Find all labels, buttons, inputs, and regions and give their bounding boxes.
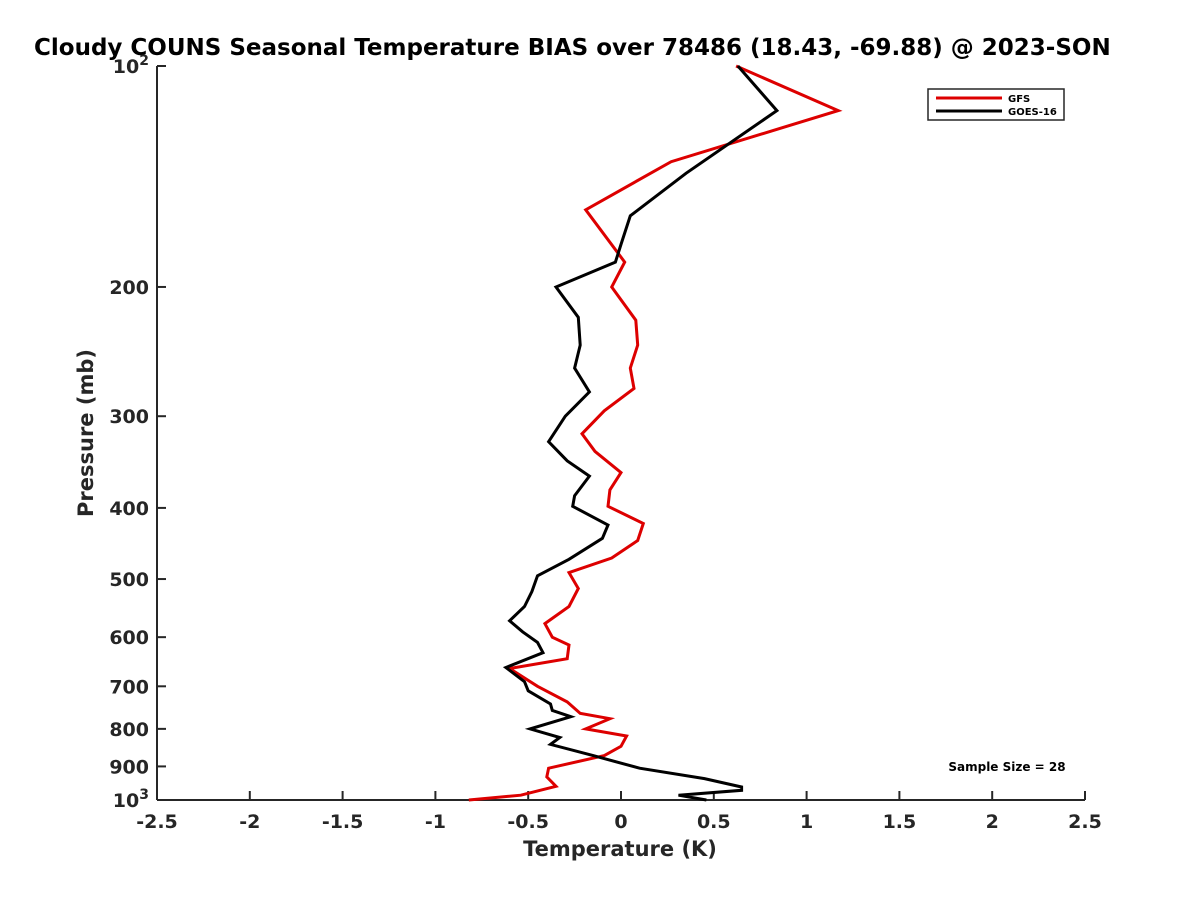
y-tick-label: 103	[113, 787, 149, 812]
series-line-gfs	[468, 64, 843, 802]
y-tick-label: 800	[109, 719, 149, 741]
y-tick-label: 400	[109, 498, 149, 520]
y-tick-label: 700	[109, 676, 149, 698]
y-axis-label: Pressure (mb)	[74, 349, 98, 517]
x-tick-label: 1	[800, 811, 813, 833]
y-tick-label: 102	[113, 53, 149, 78]
x-tick-label: 1.5	[883, 811, 917, 833]
x-axis-label: Temperature (K)	[523, 837, 717, 861]
y-tick-label: 500	[109, 569, 149, 591]
x-tick-label: -0.5	[507, 811, 549, 833]
y-tick-label: 900	[109, 756, 149, 778]
x-tick-label: -2	[239, 811, 260, 833]
legend-label: GFS	[1008, 94, 1030, 105]
x-tick-label: -2.5	[136, 811, 178, 833]
sample-size-annotation: Sample Size = 28	[948, 760, 1065, 774]
axes: -2.5 -2 -1.5 -1 -0.5 0 0.5 1 1.5 2 2.5 102 200 300 400…	[109, 53, 1102, 833]
y-tick-label: 600	[109, 627, 149, 649]
x-tick-label: -1	[425, 811, 446, 833]
y-tick-label: 300	[109, 406, 149, 428]
legend-label: GOES-16	[1008, 107, 1057, 118]
x-tick-label: 2	[986, 811, 999, 833]
x-tick-label: -1.5	[322, 811, 364, 833]
y-tick-label: 200	[109, 277, 149, 299]
x-tick-label: 0.5	[697, 811, 731, 833]
series-lines	[468, 64, 843, 802]
x-tick-label: 0	[614, 811, 627, 833]
legend: GFS GOES-16	[927, 88, 1065, 121]
x-tick-label: 2.5	[1068, 811, 1102, 833]
chart-title: Cloudy COUNS Seasonal Temperature BIAS o…	[34, 35, 1111, 61]
legend-box	[927, 88, 1065, 121]
series-line-goes-16	[502, 65, 780, 802]
